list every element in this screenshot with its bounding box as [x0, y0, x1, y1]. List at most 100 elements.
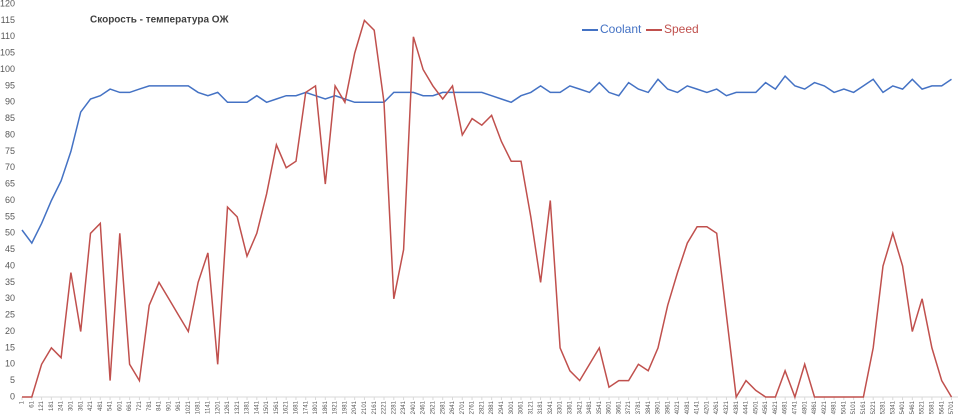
- x-tick-label: 421: [88, 400, 94, 411]
- x-tick-label: 481: [98, 400, 104, 411]
- x-tick-label: 2941: [499, 400, 505, 414]
- y-tick-label: 10: [5, 359, 15, 369]
- y-tick-label: 45: [5, 244, 15, 254]
- y-tick-label: 100: [0, 64, 15, 74]
- y-tick-label: 115: [1, 15, 15, 25]
- x-tick-label: 4561: [763, 400, 769, 414]
- x-tick-label: 3901: [656, 400, 662, 414]
- y-tick-label: 80: [5, 129, 15, 139]
- x-tick-label: 1081: [196, 400, 202, 414]
- x-tick-label: 5701: [949, 400, 955, 414]
- x-tick-label: 1021: [186, 400, 192, 414]
- x-tick-label: 5401: [900, 400, 906, 414]
- x-tick-label: 1501: [264, 400, 270, 414]
- x-tick-label: 5101: [851, 400, 857, 414]
- x-tick-label: 5161: [861, 400, 867, 414]
- x-tick-label: 3121: [528, 400, 534, 414]
- y-tick-label: 85: [5, 113, 15, 123]
- x-tick-label: 3241: [548, 400, 554, 414]
- x-tick-label: 901: [166, 400, 172, 411]
- x-tick-label: 2881: [489, 400, 495, 414]
- x-tick-label: 4141: [695, 400, 701, 414]
- x-tick-label: 3781: [636, 400, 642, 414]
- y-tick-label: 70: [5, 162, 15, 172]
- x-tick-label: 721: [137, 400, 143, 411]
- x-tick-label: 5041: [841, 400, 847, 414]
- x-tick-label: 4981: [832, 400, 838, 414]
- x-tick-label: 2341: [401, 400, 407, 414]
- x-tick-label: 4441: [744, 400, 750, 414]
- x-tick-label: 361: [78, 400, 84, 411]
- y-tick-label: 15: [5, 342, 15, 352]
- y-tick-label: 90: [5, 97, 15, 107]
- x-tick-label: 4681: [783, 400, 789, 414]
- x-tick-label: 121: [39, 400, 45, 411]
- x-tick-label: 5341: [890, 400, 896, 414]
- y-tick-label: 120: [0, 0, 15, 8]
- x-tick-label: 3961: [665, 400, 671, 414]
- x-tick-label: 2761: [470, 400, 476, 414]
- y-tick-label: 30: [5, 293, 15, 303]
- x-tick-label: 4741: [793, 400, 799, 414]
- x-tick-label: 2221: [382, 400, 388, 414]
- y-tick-label: 95: [5, 80, 15, 90]
- x-tick-label: 1981: [342, 400, 348, 414]
- x-tick-label: 2821: [479, 400, 485, 414]
- x-tick-label: 1441: [254, 400, 260, 414]
- x-tick-label: 1321: [235, 400, 241, 414]
- series-line: [21, 74, 952, 245]
- x-tick-label: 5461: [910, 400, 916, 414]
- x-tick-label: 3661: [616, 400, 622, 414]
- y-tick-label: 5: [10, 375, 15, 385]
- x-tick-label: 181: [49, 400, 55, 411]
- x-tick-label: 1801: [313, 400, 319, 414]
- x-tick-label: 781: [147, 400, 153, 411]
- chart-title: Скорость - температура ОЖ: [90, 15, 229, 26]
- x-tick-label: 3361: [567, 400, 573, 414]
- x-tick-label: 4921: [822, 400, 828, 414]
- x-tick-label: 5581: [929, 400, 935, 414]
- y-tick-label: 20: [5, 326, 15, 336]
- x-tick-label: 301: [68, 400, 74, 411]
- x-tick-label: 4261: [714, 400, 720, 414]
- y-tick-label: 110: [1, 31, 15, 41]
- x-tick-label: 841: [157, 400, 163, 411]
- x-tick-label: 2461: [421, 400, 427, 414]
- x-tick-label: 601: [117, 400, 123, 411]
- x-tick-label: 1861: [323, 400, 329, 414]
- x-tick-label: 2581: [440, 400, 446, 414]
- y-tick-label: 105: [0, 48, 15, 58]
- x-tick-label: 2401: [411, 400, 417, 414]
- x-tick-label: 2641: [450, 400, 456, 414]
- x-tick-label: 3001: [509, 400, 515, 414]
- x-tick-label: 661: [127, 400, 133, 411]
- x-tick-label: 1141: [205, 400, 211, 414]
- x-tick-label: 2281: [391, 400, 397, 414]
- x-tick-label: 61: [29, 400, 35, 407]
- x-tick-label: 4501: [753, 400, 759, 414]
- x-tick-label: 5521: [920, 400, 926, 414]
- x-tick-label: 1561: [274, 400, 280, 414]
- x-tick-label: 4021: [675, 400, 681, 414]
- y-tick-label: 35: [5, 277, 15, 287]
- y-tick-label: 60: [5, 195, 15, 205]
- x-tick-label: 4861: [812, 400, 818, 414]
- y-tick-label: 40: [5, 260, 15, 270]
- x-tick-label: 2101: [362, 400, 368, 414]
- x-tick-label: 5221: [871, 400, 877, 414]
- y-tick-label: 25: [5, 310, 15, 320]
- x-tick-label: 4081: [685, 400, 691, 414]
- x-tick-label: 1201: [215, 400, 221, 414]
- y-tick-label: 0: [10, 391, 15, 401]
- series-line: [22, 18, 953, 400]
- x-tick-label: 4801: [802, 400, 808, 414]
- x-tick-label: 1681: [294, 400, 300, 414]
- x-tick-label: 3841: [646, 400, 652, 414]
- x-tick-label: 4201: [704, 400, 710, 414]
- x-tick-label: 1261: [225, 400, 231, 414]
- legend-label: Coolant: [600, 22, 642, 36]
- x-tick-label: 4381: [734, 400, 740, 414]
- x-tick-label: 1381: [245, 400, 251, 414]
- x-tick-label: 4621: [773, 400, 779, 414]
